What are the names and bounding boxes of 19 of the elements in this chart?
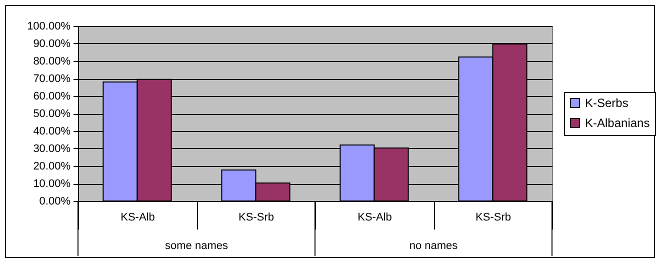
y-tick-label: 80.00% (33, 56, 71, 68)
y-tick-label: 70.00% (33, 73, 71, 85)
text: some names (165, 240, 228, 252)
x-tick-label: KS-Alb (120, 212, 155, 224)
y-tick-label: 30.00% (33, 143, 71, 155)
x-tick-label: KS-Srb (476, 212, 511, 224)
y-tick-label: 60.00% (33, 90, 71, 102)
y-tick-label: 40.00% (33, 126, 71, 138)
y-tick-label: 100.00% (27, 20, 71, 32)
text: no names (409, 240, 458, 252)
y-tick-label: 10.00% (33, 178, 71, 190)
x-tick-label: KS-Alb (358, 212, 392, 224)
y-tick-label: 20.00% (33, 160, 71, 172)
legend-label: K-Albanians (585, 116, 650, 130)
legend-label: K-Serbs (585, 96, 628, 110)
y-tick-label: 0.00% (39, 196, 71, 208)
x-tick-label: KS-Srb (238, 212, 274, 224)
y-tick-label: 50.00% (33, 108, 71, 120)
y-tick-label: 90.00% (33, 38, 71, 50)
